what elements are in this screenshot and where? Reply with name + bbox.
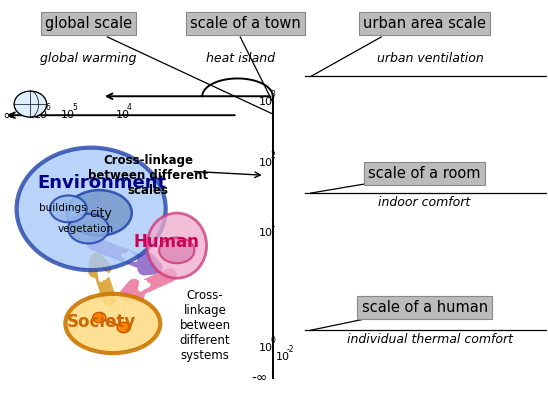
Text: 10: 10 [34,110,48,120]
Text: 10: 10 [259,158,273,168]
Text: 10: 10 [61,110,75,120]
Text: 10: 10 [276,352,289,362]
Text: 5: 5 [72,103,77,112]
Text: 1: 1 [270,220,275,229]
Ellipse shape [117,322,130,333]
Ellipse shape [67,190,132,236]
Text: city: city [89,207,112,220]
Text: Society: Society [66,313,135,331]
Text: Cross-
linkage
between
different
systems: Cross- linkage between different systems [179,289,231,362]
Text: 10: 10 [259,343,273,353]
Text: vegetation: vegetation [58,224,114,234]
Text: 2: 2 [270,151,275,160]
Text: heat island: heat island [206,52,275,65]
Ellipse shape [93,312,106,323]
Text: indoor comfort: indoor comfort [379,197,471,209]
Text: individual thermal comfort: individual thermal comfort [347,333,513,346]
Text: urban area scale: urban area scale [363,16,486,31]
Ellipse shape [16,148,165,270]
Ellipse shape [159,238,195,263]
Text: urban ventilation: urban ventilation [376,52,483,65]
Ellipse shape [65,294,160,353]
Text: ∞: ∞ [2,108,15,123]
Text: -2: -2 [287,345,294,354]
Text: 10: 10 [259,97,273,107]
Text: scale of a room: scale of a room [368,166,481,181]
Text: 3: 3 [270,90,275,99]
Text: 10: 10 [116,110,129,120]
Text: global warming: global warming [40,52,136,65]
Ellipse shape [147,213,207,278]
Text: scale of a town: scale of a town [190,16,301,31]
Ellipse shape [68,214,109,244]
Text: 4: 4 [127,103,132,112]
Text: 10: 10 [259,228,273,238]
Text: global scale: global scale [45,16,132,31]
Ellipse shape [50,195,87,222]
Text: 0: 0 [270,336,275,345]
Text: Cross-linkage
between different
scales: Cross-linkage between different scales [88,154,208,197]
Text: Human: Human [133,234,199,252]
Text: Environment: Environment [37,174,166,192]
Ellipse shape [14,91,47,117]
Text: -∞: -∞ [251,371,267,384]
Text: 6: 6 [45,103,50,112]
Text: scale of a human: scale of a human [362,300,488,315]
Text: buildings: buildings [39,203,87,213]
